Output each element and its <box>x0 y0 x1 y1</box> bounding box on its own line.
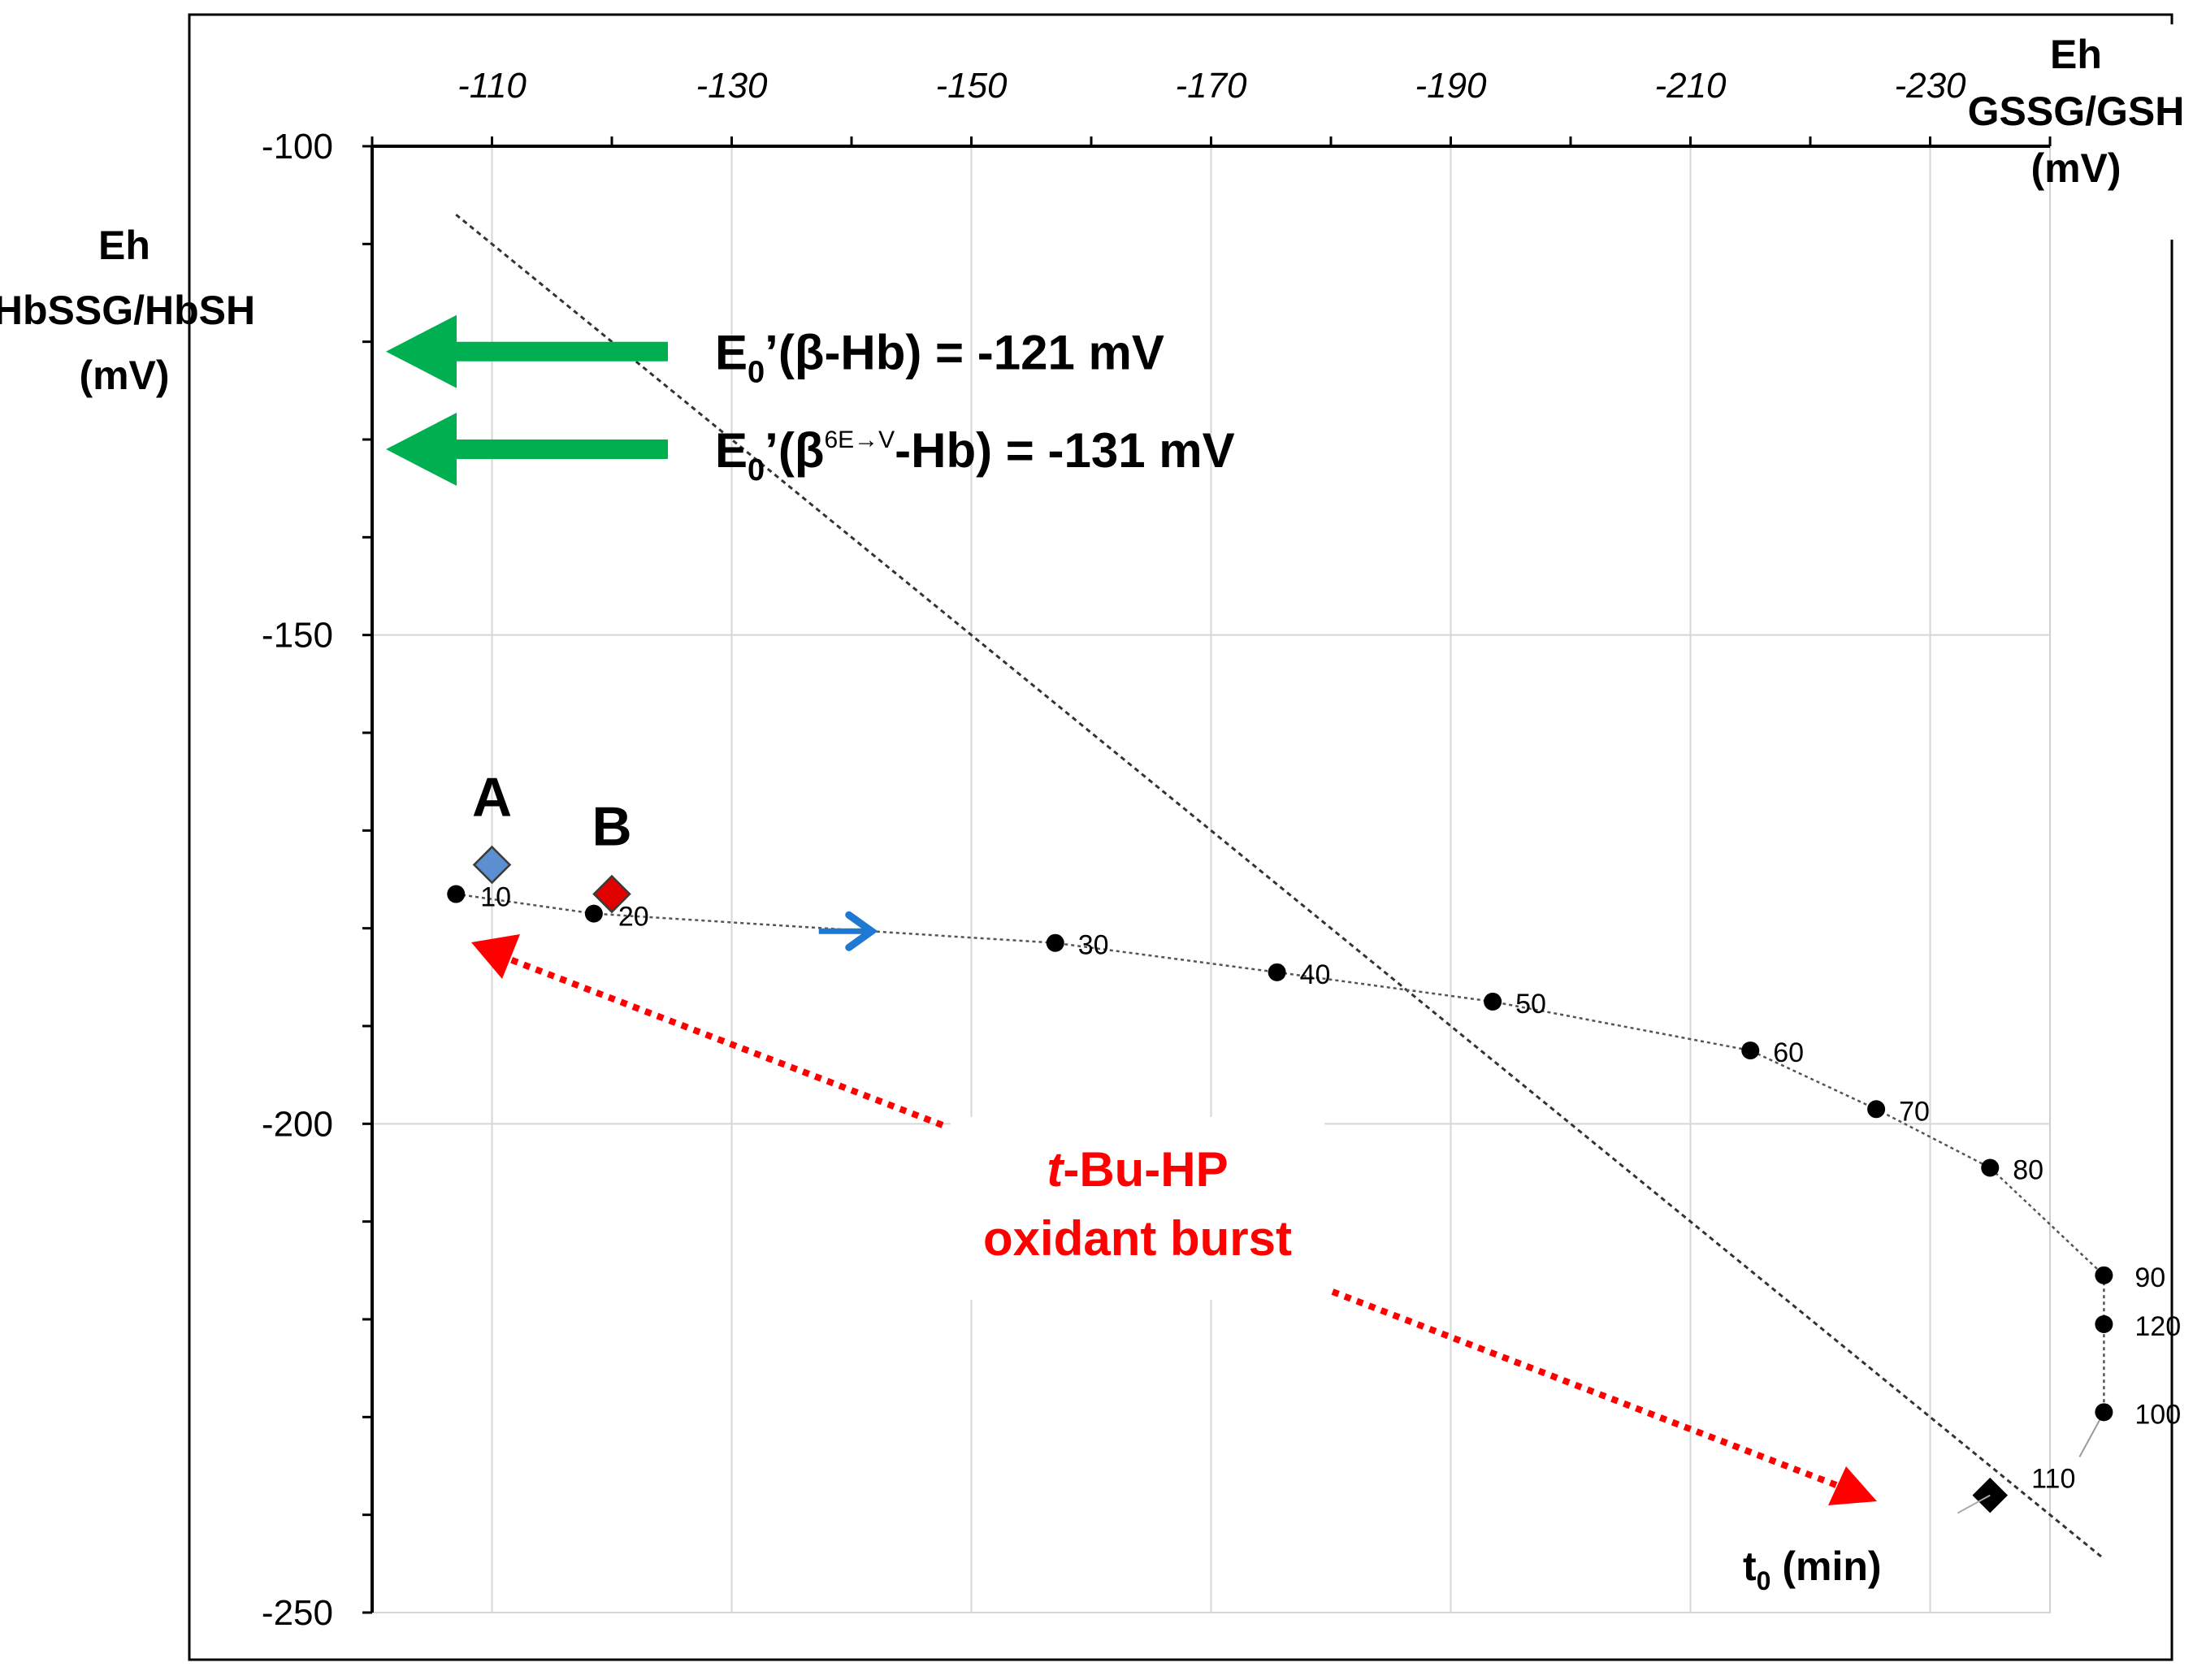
y-tick-label: -100 <box>262 127 333 167</box>
green-arrow-head <box>386 413 457 487</box>
burst-label-bg <box>951 1117 1324 1300</box>
special-point-a <box>472 845 512 885</box>
x-tick-label: -130 <box>696 66 768 106</box>
t0-leader <box>1957 1494 1991 1514</box>
red-arrowhead-start <box>471 934 520 979</box>
point-label: 60 <box>1773 1037 1804 1068</box>
reference-level-label: E0’(β6E→V-Hb) = -131 mV <box>715 423 1235 487</box>
identity-line <box>455 214 2105 1560</box>
point-label: 30 <box>1078 930 1109 961</box>
x-tick-label: -110 <box>457 66 527 106</box>
blue-arrow-head <box>845 911 878 951</box>
data-point <box>1484 992 1502 1011</box>
x-tick-label: -210 <box>1654 66 1727 106</box>
data-point <box>584 904 603 923</box>
y-axis-title: HbSSG/HbSH <box>0 288 255 333</box>
point-label: 120 <box>2134 1311 2181 1342</box>
point-label: 100 <box>2134 1399 2181 1430</box>
x-tick-label: -150 <box>935 66 1008 106</box>
t0-label: t0 (min) <box>1743 1544 1882 1596</box>
y-axis-title: (mV) <box>79 353 169 398</box>
x-tick-label: -230 <box>1894 66 1966 106</box>
y-tick-label: -150 <box>262 616 333 656</box>
data-point <box>1741 1041 1760 1060</box>
data-point <box>447 885 466 903</box>
point-label: 40 <box>1300 959 1331 990</box>
special-label-b: B <box>592 796 631 858</box>
x-axis-title: Eh <box>2050 32 2102 77</box>
annotations: E0’(β-Hb) = -121 mV E0’(β6E→V-Hb) = -131 … <box>386 314 1882 1596</box>
red-arrowhead-t0 <box>1828 1466 1877 1505</box>
point-label: 50 <box>1515 989 1546 1020</box>
burst-label-line2: oxidant burst <box>983 1211 1292 1266</box>
y-axis-title: Eh <box>98 223 150 268</box>
x-axis-title: (mV) <box>2030 145 2121 191</box>
special-label-a: A <box>472 766 512 828</box>
data-point <box>2095 1266 2113 1284</box>
chart-frame <box>188 13 2173 1661</box>
y-tick-label: -200 <box>262 1104 333 1144</box>
axes: -110 -130 -150 -170 -190 -210 -230 -100 -150 -200… <box>0 32 2184 1633</box>
data-point <box>1046 933 1064 952</box>
data-point <box>1867 1100 1886 1119</box>
series-line <box>456 893 2105 1413</box>
data-point <box>1268 963 1286 981</box>
special-point-b <box>592 874 631 914</box>
reference-level-label: E0’(β-Hb) = -121 mV <box>715 326 1164 390</box>
data-point <box>2095 1315 2113 1334</box>
data-point <box>2095 1403 2113 1422</box>
point-label: 10 <box>480 882 511 913</box>
point-label: 110 <box>2031 1463 2075 1494</box>
point-label: 90 <box>2134 1262 2165 1293</box>
x-tick-label: -170 <box>1175 66 1247 106</box>
reference-line <box>455 214 2105 1560</box>
y-tick-label: -250 <box>262 1593 333 1633</box>
point-label: 70 <box>1899 1096 1930 1127</box>
data-point <box>1981 1158 2000 1177</box>
green-arrow-head <box>386 314 457 388</box>
point-label: 20 <box>618 902 649 933</box>
x-tick-label: -190 <box>1415 66 1487 106</box>
x-axis-title: GSSG/GSH <box>1968 89 2185 134</box>
point-label: 80 <box>2013 1154 2043 1185</box>
x-axis-title-cover <box>1930 24 2193 240</box>
burst-label-line1: t-Bu-HP <box>1047 1142 1228 1197</box>
series: 10 20 30 40 50 60 70 80 90 120 100 110 <box>447 882 2181 1494</box>
